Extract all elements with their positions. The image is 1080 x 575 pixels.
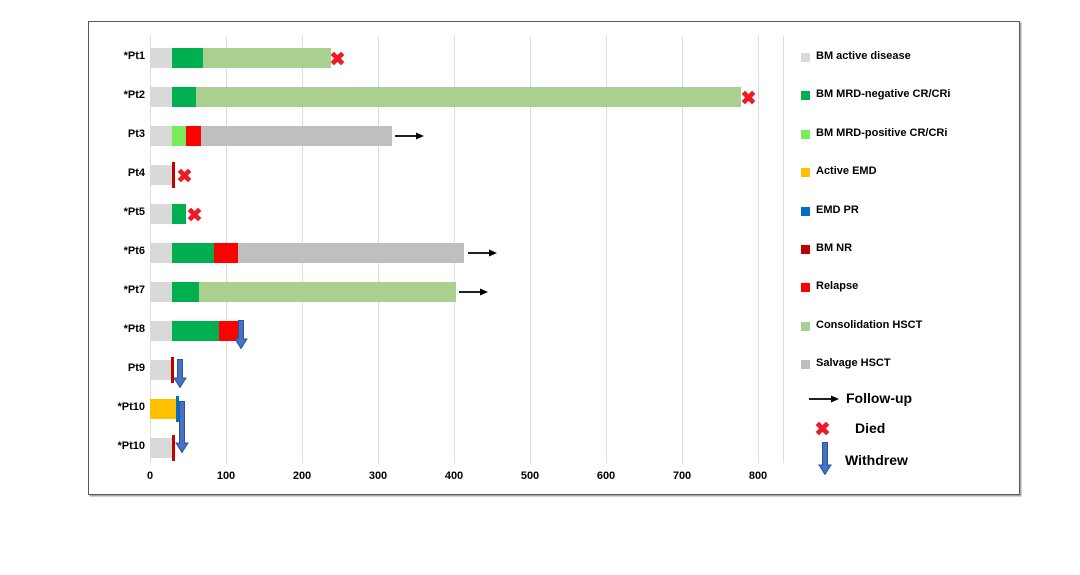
legend-label-consolidation_hsct: Consolidation HSCT	[816, 319, 923, 331]
patient-label: *Pt1	[123, 50, 145, 62]
bar-segment-mrd_negative	[172, 282, 199, 302]
patient-label: Pt4	[127, 167, 145, 179]
x-tick-label: 600	[596, 470, 616, 482]
gridline	[606, 36, 607, 463]
died-marker	[186, 206, 203, 223]
follow-up-arrow	[395, 131, 425, 141]
legend-swatch-mrd_negative	[801, 91, 810, 100]
legend-label-bm_nr: BM NR	[816, 242, 853, 254]
legend-swatch-consolidation_hsct	[801, 322, 810, 331]
bar-segment-active_disease	[150, 321, 173, 341]
bar-segment-salvage_hsct	[238, 243, 464, 263]
legend-swatch-relapse	[801, 283, 810, 292]
withdrew-arrow	[234, 320, 249, 350]
died-marker	[176, 167, 193, 184]
gridline	[530, 36, 531, 463]
legend-label-mrd_negative: BM MRD-negative CR/CRi	[816, 88, 951, 100]
bar-segment-active_disease	[150, 165, 173, 185]
x-tick-label: 0	[146, 470, 154, 482]
x-tick-label: 200	[292, 470, 312, 482]
bar-segment-active_disease	[150, 87, 173, 107]
patient-label: *Pt10	[117, 401, 145, 413]
legend-label-mrd_positive: BM MRD-positive CR/CRi	[816, 127, 948, 139]
bar-segment-active_disease	[150, 438, 173, 458]
legend-label-active_emd: Active EMD	[816, 165, 877, 177]
x-tick-label: 400	[444, 470, 464, 482]
bar-segment-mrd_positive	[172, 126, 187, 146]
bm-nr-marker	[171, 357, 175, 383]
withdrew-arrow	[173, 359, 188, 389]
patient-label: *Pt6	[123, 245, 145, 257]
gridline	[682, 36, 683, 463]
withdrew-arrow	[174, 401, 189, 454]
x-tick-label: 500	[520, 470, 540, 482]
bm-nr-marker	[172, 435, 176, 461]
legend-label-relapse: Relapse	[816, 280, 859, 292]
bm-nr-marker	[172, 162, 176, 188]
patient-label: *Pt10	[117, 440, 145, 452]
bar-segment-mrd_negative	[172, 204, 187, 224]
bar-segment-mrd_negative	[172, 243, 214, 263]
chart-area: 0 100 200 300 400 500 600 700 800 *Pt1 *Pt2 Pt3 Pt4…	[88, 21, 1020, 495]
legend-withdrew-label: Withdrew	[845, 452, 908, 468]
legend-swatch-active_emd	[801, 168, 810, 177]
legend-follow-up-icon	[809, 394, 839, 404]
bar-segment-mrd_negative	[172, 48, 204, 68]
x-tick-label: 700	[672, 470, 692, 482]
bar-segment-active_disease	[150, 360, 172, 380]
patient-label: Pt9	[127, 362, 145, 374]
legend-label-active_disease: BM active disease	[816, 50, 911, 62]
patient-label: Pt3	[127, 128, 145, 140]
bar-segment-active_disease	[150, 48, 173, 68]
legend-died-label: Died	[855, 420, 886, 436]
x-tick-label: 800	[748, 470, 768, 482]
legend-swatch-mrd_positive	[801, 130, 810, 139]
gridline	[758, 36, 759, 463]
patient-label: *Pt8	[123, 323, 145, 335]
bar-segment-consolidation_hsct	[203, 48, 331, 68]
x-tick-label: 100	[216, 470, 236, 482]
legend-label-salvage_hsct: Salvage HSCT	[816, 357, 891, 369]
legend-swatch-bm_nr	[801, 245, 810, 254]
legend-swatch-salvage_hsct	[801, 360, 810, 369]
bar-segment-active_disease	[150, 243, 173, 263]
follow-up-arrow	[458, 287, 488, 297]
bar-segment-salvage_hsct	[200, 126, 392, 146]
bar-segment-active_disease	[150, 204, 173, 224]
bar-segment-active_disease	[150, 282, 173, 302]
emd-pr-marker	[175, 396, 179, 422]
legend-withdrew-icon	[818, 442, 832, 476]
x-tick-label: 300	[368, 470, 388, 482]
patient-label: *Pt5	[123, 206, 145, 218]
legend-swatch-emd_pr	[801, 207, 810, 216]
legend-follow-up-label: Follow-up	[846, 390, 913, 406]
bar-segment-relapse	[213, 243, 239, 263]
died-marker	[740, 89, 757, 106]
legend-died-icon	[814, 420, 831, 437]
patient-label: *Pt2	[123, 89, 145, 101]
bar-segment-consolidation_hsct	[195, 87, 742, 107]
patient-label: *Pt7	[123, 284, 145, 296]
bar-segment-active_emd	[150, 399, 176, 419]
bar-segment-relapse	[186, 126, 201, 146]
plot-right-border	[783, 36, 784, 463]
died-marker	[329, 50, 346, 67]
bar-segment-mrd_negative	[172, 321, 220, 341]
legend-swatch-active_disease	[801, 53, 810, 62]
bar-segment-consolidation_hsct	[198, 282, 456, 302]
follow-up-arrow	[468, 248, 498, 258]
bar-segment-relapse	[219, 321, 239, 341]
legend-label-emd_pr: EMD PR	[816, 204, 859, 216]
bar-segment-active_disease	[150, 126, 173, 146]
bar-segment-mrd_negative	[172, 87, 196, 107]
